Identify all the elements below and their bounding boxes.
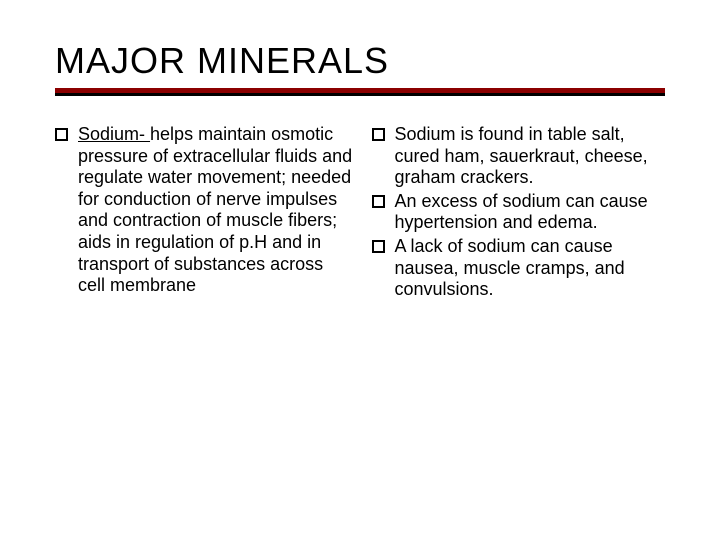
right-column: Sodium is found in table salt, cured ham… [372,124,671,303]
content-columns: Sodium- helps maintain osmotic pressure … [55,124,670,303]
bullet-lead: Sodium- [78,124,150,144]
rule-black-bar [55,93,665,96]
list-item: Sodium is found in table salt, cured ham… [372,124,671,189]
checkbox-icon [372,195,385,208]
list-item: An excess of sodium can cause hypertensi… [372,191,671,234]
bullet-text: A lack of sodium can cause nausea, muscl… [395,236,671,301]
left-column: Sodium- helps maintain osmotic pressure … [55,124,354,303]
list-item: A lack of sodium can cause nausea, muscl… [372,236,671,301]
bullet-rest: helps maintain osmotic pressure of extra… [78,124,352,295]
bullet-text: Sodium- helps maintain osmotic pressure … [78,124,354,297]
list-item: Sodium- helps maintain osmotic pressure … [55,124,354,297]
bullet-text: An excess of sodium can cause hypertensi… [395,191,671,234]
checkbox-icon [55,128,68,141]
checkbox-icon [372,240,385,253]
bullet-text: Sodium is found in table salt, cured ham… [395,124,671,189]
slide: MAJOR MINERALS Sodium- helps maintain os… [0,0,720,540]
checkbox-icon [372,128,385,141]
title-rule [55,88,665,96]
slide-title: MAJOR MINERALS [55,40,670,82]
